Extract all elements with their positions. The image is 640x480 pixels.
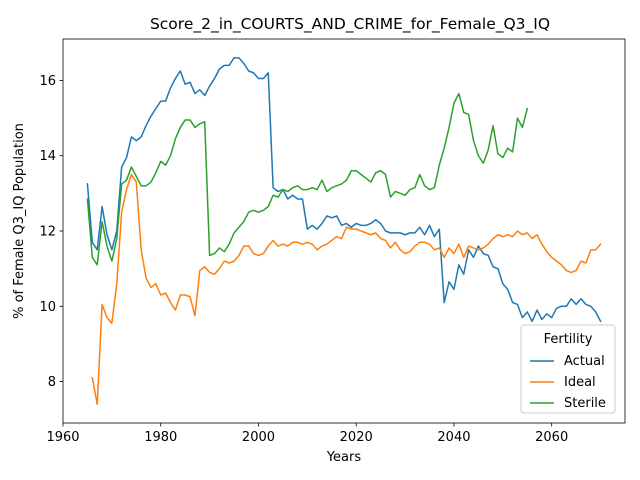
x-tick-label: 2040 xyxy=(437,430,470,445)
x-tick-label: 2060 xyxy=(535,430,568,445)
y-axis-label: % of Female Q3_IQ Population xyxy=(12,123,27,319)
y-tick-label: 16 xyxy=(39,74,56,89)
y-tick-label: 14 xyxy=(39,149,56,164)
legend-label-actual: Actual xyxy=(564,354,605,369)
legend-label-ideal: Ideal xyxy=(564,375,596,390)
legend-label-sterile: Sterile xyxy=(564,396,606,411)
y-tick-label: 8 xyxy=(48,375,56,390)
legend: Fertility Actual Ideal Sterile xyxy=(520,324,616,414)
x-axis-label: Years xyxy=(326,450,362,465)
legend-box xyxy=(520,324,616,414)
legend-title: Fertility xyxy=(544,332,593,347)
y-tick-label: 10 xyxy=(39,300,56,315)
x-tick-label: 2000 xyxy=(242,430,275,445)
series-line-ideal xyxy=(91,173,602,405)
series-line-sterile xyxy=(86,92,529,266)
series-line-actual xyxy=(86,57,602,323)
plot-area: 1960 1980 2000 2020 2040 2060 8 10 12 14 16 xyxy=(39,38,626,445)
chart-title: Score_2_in_COURTS_AND_CRIME_for_Female_Q… xyxy=(150,15,550,34)
x-tick-label: 1980 xyxy=(144,430,177,445)
y-tick-label: 12 xyxy=(39,225,56,240)
x-tick-label: 2020 xyxy=(340,430,373,445)
x-tick-label: 1960 xyxy=(46,430,79,445)
